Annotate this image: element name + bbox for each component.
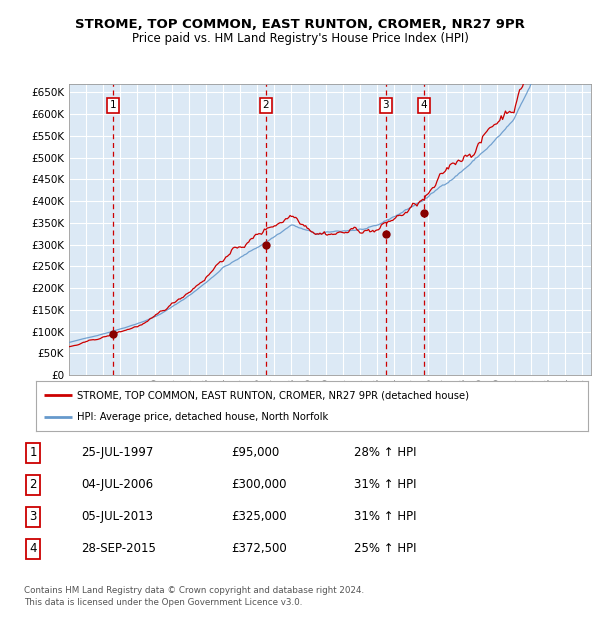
Text: STROME, TOP COMMON, EAST RUNTON, CROMER, NR27 9PR (detached house): STROME, TOP COMMON, EAST RUNTON, CROMER,… xyxy=(77,390,469,400)
Text: 31% ↑ HPI: 31% ↑ HPI xyxy=(354,510,416,523)
Text: 1: 1 xyxy=(110,100,116,110)
Text: Price paid vs. HM Land Registry's House Price Index (HPI): Price paid vs. HM Land Registry's House … xyxy=(131,32,469,45)
Text: 05-JUL-2013: 05-JUL-2013 xyxy=(81,510,153,523)
Text: 4: 4 xyxy=(29,542,37,556)
Text: STROME, TOP COMMON, EAST RUNTON, CROMER, NR27 9PR: STROME, TOP COMMON, EAST RUNTON, CROMER,… xyxy=(75,19,525,31)
Text: 28% ↑ HPI: 28% ↑ HPI xyxy=(354,446,416,459)
Text: 4: 4 xyxy=(421,100,427,110)
Text: 25% ↑ HPI: 25% ↑ HPI xyxy=(354,542,416,556)
Text: 3: 3 xyxy=(29,510,37,523)
Text: 1: 1 xyxy=(29,446,37,459)
Text: 31% ↑ HPI: 31% ↑ HPI xyxy=(354,478,416,491)
Text: HPI: Average price, detached house, North Norfolk: HPI: Average price, detached house, Nort… xyxy=(77,412,329,422)
Text: 25-JUL-1997: 25-JUL-1997 xyxy=(81,446,154,459)
Text: 04-JUL-2006: 04-JUL-2006 xyxy=(81,478,153,491)
Text: £300,000: £300,000 xyxy=(231,478,287,491)
Text: 3: 3 xyxy=(382,100,389,110)
Text: 2: 2 xyxy=(263,100,269,110)
Text: 2: 2 xyxy=(29,478,37,491)
Text: Contains HM Land Registry data © Crown copyright and database right 2024.
This d: Contains HM Land Registry data © Crown c… xyxy=(24,586,364,608)
Text: 28-SEP-2015: 28-SEP-2015 xyxy=(81,542,156,556)
Text: £372,500: £372,500 xyxy=(231,542,287,556)
Text: £95,000: £95,000 xyxy=(231,446,279,459)
Text: £325,000: £325,000 xyxy=(231,510,287,523)
